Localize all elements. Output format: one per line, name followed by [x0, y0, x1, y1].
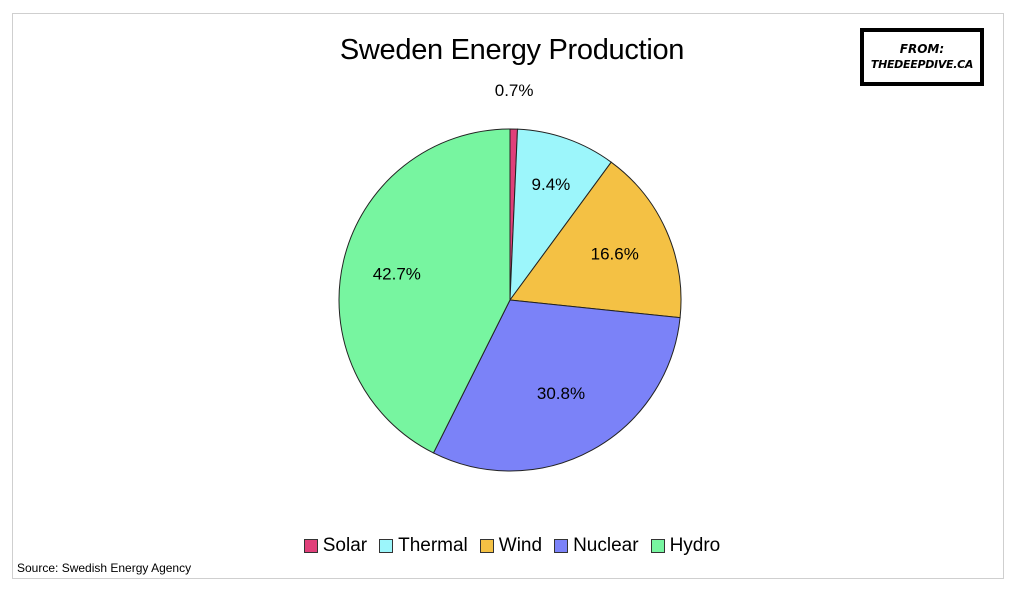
chart-title: Sweden Energy Production: [339, 34, 685, 66]
data-label-thermal: 9.4%: [532, 175, 571, 194]
legend-label-hydro: Hydro: [669, 535, 721, 556]
stamp-line-2: THEDEEPDIVE.CA: [870, 58, 974, 71]
data-label-wind: 16.6%: [591, 245, 639, 264]
chart-legend: Solar Thermal Wind Nuclear Hydro: [0, 535, 1024, 557]
legend-item-thermal: Thermal: [379, 535, 468, 557]
data-label-hydro: 42.7%: [373, 264, 421, 283]
legend-label-thermal: Thermal: [398, 535, 468, 556]
legend-swatch-thermal: [379, 539, 394, 553]
legend-swatch-solar: [303, 539, 318, 553]
pie-slice-thermal: [509, 128, 612, 302]
legend-swatch-nuclear: [554, 539, 569, 553]
pie-slice-hydro: [338, 128, 511, 454]
stamp-line-1: FROM:: [899, 42, 945, 56]
legend-swatch-wind: [479, 539, 494, 553]
legend-item-nuclear: Nuclear: [554, 535, 639, 557]
legend-label-solar: Solar: [322, 535, 368, 556]
legend-item-hydro: Hydro: [650, 535, 721, 557]
pie-slice-wind: [509, 161, 682, 319]
data-label-solar: 0.7%: [495, 81, 534, 100]
source-note: Source: Swedish Energy Agency: [17, 561, 192, 575]
source-stamp: FROM: THEDEEPDIVE.CA: [860, 28, 984, 86]
data-label-nuclear: 30.8%: [537, 384, 585, 403]
legend-item-solar: Solar: [303, 535, 368, 557]
legend-swatch-hydro: [650, 539, 665, 553]
legend-item-wind: Wind: [479, 535, 543, 557]
pie-slice-nuclear: [432, 299, 681, 472]
legend-label-nuclear: Nuclear: [573, 535, 639, 556]
legend-label-wind: Wind: [498, 535, 543, 556]
